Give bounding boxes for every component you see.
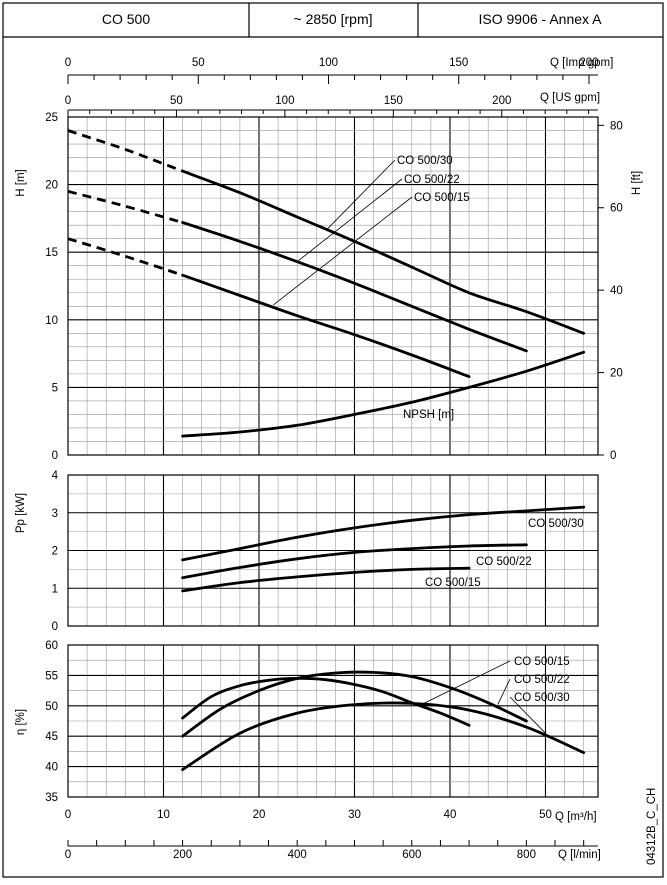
head-y-tick: 0 <box>52 450 58 462</box>
head-y-tick: 25 <box>45 112 58 124</box>
header-speed: ~ 2850 [rpm] <box>294 11 373 27</box>
efficiency-curve-label-co-500-22: CO 500/22 <box>514 674 570 686</box>
head-y2-tick: 80 <box>610 120 623 132</box>
head-y2-tick: 0 <box>610 450 616 462</box>
head-curve-co-500-22 <box>181 221 528 353</box>
header-bar: CO 500 ~ 2850 [rpm] ISO 9906 - Annex A <box>3 3 663 38</box>
m3h-tick: 30 <box>348 809 361 821</box>
power-y-tick: 3 <box>52 508 58 520</box>
lmin-tick: 200 <box>173 849 192 861</box>
us-gpm-tick: 200 <box>492 95 511 107</box>
efficiency-label-leader <box>421 660 511 705</box>
power-y-axis-label: Pp [kW] <box>15 493 27 533</box>
imp-gpm-tick: 50 <box>192 57 205 69</box>
head-curve-label-co-500-22: CO 500/22 <box>404 174 460 186</box>
power-curve-co-500-22 <box>181 543 528 580</box>
head-y-axis-label: H [m] <box>15 169 27 196</box>
efficiency-label-leader <box>509 696 546 734</box>
head-curve-co-500-22-extrapolated <box>67 190 183 224</box>
lmin-tick: 800 <box>517 849 536 861</box>
bottom-flow-axes: Q [m³/h] Q [l/min] 0 10 20 30 40 50 0 200 400 600… <box>65 809 601 861</box>
power-frame <box>67 474 599 627</box>
head-curve-npsh-m <box>181 350 586 438</box>
us-gpm-tick: 150 <box>384 95 403 107</box>
power-curve-co-500-15 <box>181 566 471 593</box>
head-label-leader <box>325 159 396 231</box>
head-label-leader <box>273 196 413 306</box>
power-panel: CO 500/30 CO 500/22 CO 500/15 <box>67 474 599 627</box>
power-y-tick: 4 <box>52 470 59 482</box>
head-y2-axis-label: H [ft] <box>631 171 643 195</box>
efficiency-y-tick: 40 <box>45 762 58 774</box>
m3h-tick: 50 <box>539 809 552 821</box>
head-y2-tick: 40 <box>610 285 623 297</box>
head-y2-tick: 20 <box>610 368 623 380</box>
power-y-tick: 2 <box>52 546 58 558</box>
m3h-axis-label: Q [m³/h] <box>555 811 597 823</box>
head-curve-label-co-500-30: CO 500/30 <box>397 155 453 167</box>
power-y-tick: 1 <box>52 583 58 595</box>
efficiency-curve-co-500-22 <box>181 670 528 738</box>
m3h-tick: 20 <box>253 809 266 821</box>
us-gpm-tick: 100 <box>275 95 294 107</box>
imp-gpm-tick: 200 <box>579 57 598 69</box>
head-y-tick: 5 <box>52 382 58 394</box>
efficiency-curve-co-500-30 <box>181 701 586 771</box>
head-curve-co-500-30-extrapolated <box>67 129 184 173</box>
head-curve-co-500-15-extrapolated <box>67 237 184 277</box>
lmin-tick: 0 <box>65 849 71 861</box>
efficiency-curve-label-co-500-30: CO 500/30 <box>514 692 570 704</box>
imp-gpm-tick: 150 <box>449 57 468 69</box>
head-frame <box>67 116 599 456</box>
efficiency-y-tick: 55 <box>45 670 58 682</box>
power-y-tick: 0 <box>52 621 58 633</box>
efficiency-frame <box>67 644 599 798</box>
m3h-tick: 10 <box>157 809 170 821</box>
header-standard: ISO 9906 - Annex A <box>479 11 603 27</box>
lmin-tick: 600 <box>402 849 421 861</box>
us-gpm-tick: 0 <box>65 95 71 107</box>
efficiency-y-tick: 60 <box>45 640 58 652</box>
m3h-tick: 40 <box>444 809 457 821</box>
power-curve-label-co-500-15: CO 500/15 <box>425 577 481 589</box>
efficiency-curve-label-co-500-15: CO 500/15 <box>514 656 570 668</box>
head-y-tick: 15 <box>45 247 58 259</box>
head-label-leader <box>296 178 403 262</box>
us-gpm-tick: 50 <box>170 95 183 107</box>
head-panel: CO 500/30 CO 500/22 CO 500/15 NPSH [m] <box>67 116 599 456</box>
head-curve-co-500-15 <box>181 273 471 378</box>
efficiency-label-leader <box>497 678 511 705</box>
efficiency-y-tick: 35 <box>45 792 58 804</box>
drawing-code: 04312B_C_CH <box>646 788 658 865</box>
npsh-curve-label: NPSH [m] <box>403 409 454 421</box>
efficiency-y-tick: 50 <box>45 701 58 713</box>
head-y2-tick: 60 <box>610 203 623 215</box>
head-y-tick: 20 <box>45 180 58 192</box>
power-curve-label-co-500-30: CO 500/30 <box>528 518 584 530</box>
lmin-tick: 400 <box>288 849 307 861</box>
efficiency-panel: CO 500/15 CO 500/22 CO 500/30 <box>67 644 599 798</box>
efficiency-y-tick: 45 <box>45 731 58 743</box>
efficiency-curve-co-500-15 <box>181 676 471 727</box>
us-gpm-axis-label: Q [US gpm] <box>540 92 600 104</box>
head-curve-co-500-30 <box>181 169 586 335</box>
lmin-axis-label: Q [l/min] <box>558 849 601 861</box>
efficiency-y-axis-label: η [%] <box>15 709 27 735</box>
m3h-tick: 0 <box>65 809 71 821</box>
top-flow-axes: Q [Imp gpm] Q [US gpm] 0 50 100 150 200 0 50 10… <box>65 57 613 117</box>
imp-gpm-axis-label: Q [Imp gpm] <box>550 57 613 69</box>
head-y-tick: 10 <box>45 315 58 327</box>
header-model: CO 500 <box>102 11 150 27</box>
power-curve-label-co-500-22: CO 500/22 <box>476 556 532 568</box>
imp-gpm-tick: 0 <box>65 57 71 69</box>
head-curve-label-co-500-15: CO 500/15 <box>414 192 470 204</box>
power-curve-co-500-30 <box>181 505 586 562</box>
imp-gpm-tick: 100 <box>319 57 338 69</box>
